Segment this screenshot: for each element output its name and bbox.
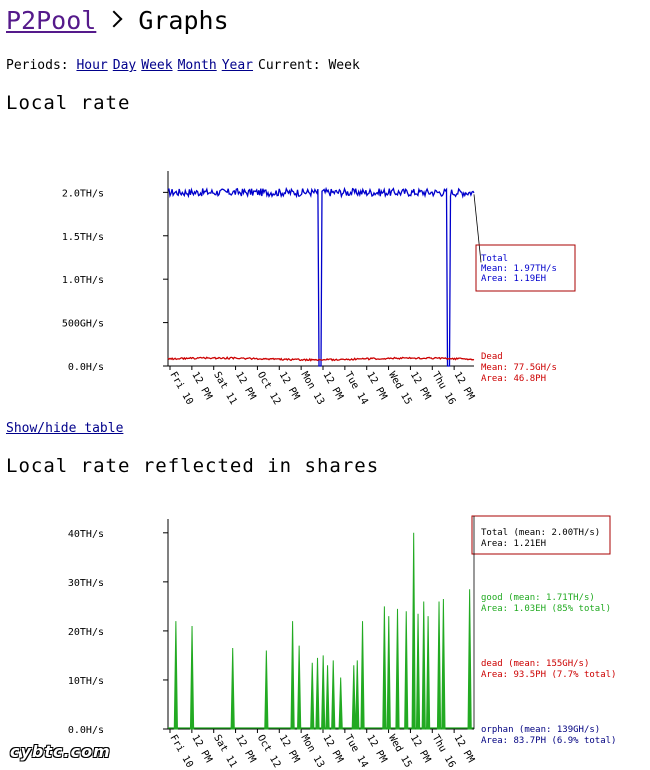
good-share-spike <box>411 532 416 730</box>
total-callout-box <box>475 244 576 292</box>
period-link-week[interactable]: Week <box>141 58 173 73</box>
local-rate-title: Local rate <box>6 92 131 114</box>
period-link-day[interactable]: Day <box>112 58 137 73</box>
good-share-spike <box>230 648 235 730</box>
total-legend-name: Total <box>481 254 508 264</box>
shares-y-tick-label: 10TH/s <box>68 676 104 687</box>
orphan-legend-area: Area: 83.7PH (6.9% total) <box>481 736 616 746</box>
good-share-spike <box>189 625 195 730</box>
current-period-label: Current: <box>258 58 321 73</box>
current-period-value: Week <box>328 58 360 73</box>
p2pool-home-link[interactable]: P2Pool <box>6 6 97 35</box>
shares-y-tick-label: 0.0H/s <box>68 725 104 736</box>
local-rate-y-tick-label: 1.5TH/s <box>62 232 104 243</box>
good-share-spike <box>395 608 400 730</box>
periods-bar: Periods: Hour Day Week Month Year Current: We… <box>6 58 360 73</box>
good-share-spike <box>331 660 336 730</box>
good-share-spike <box>290 621 295 730</box>
good-share-spike <box>338 677 343 730</box>
good-share-spike <box>382 606 387 730</box>
period-link-month[interactable]: Month <box>177 58 217 73</box>
watermark: cybtc.com <box>10 742 111 761</box>
total-leader-line <box>473 194 482 263</box>
show-hide-table-link[interactable]: Show/hide table <box>6 421 124 436</box>
page-title: Graphs <box>138 6 229 35</box>
page-header: P2Pool Graphs <box>6 4 229 38</box>
dead-legend-mean: Mean: 77.5GH/s <box>481 363 557 373</box>
dead-legend-area: Area: 93.5PH (7.7% total) <box>481 670 616 680</box>
good-share-spike <box>325 665 330 730</box>
good-share-spike <box>173 621 178 730</box>
local-rate-y-tick-label: 2.0TH/s <box>62 188 104 199</box>
good-share-spike <box>441 599 446 730</box>
good-share-spike <box>436 601 442 730</box>
good-share-spike <box>386 616 391 730</box>
local-rate-y-tick-label: 500GH/s <box>62 319 104 330</box>
good-share-spike <box>315 657 320 730</box>
good-share-spike <box>421 601 426 730</box>
shares-y-tick-label: 20TH/s <box>68 627 104 638</box>
good-share-spike <box>351 665 356 730</box>
good-legend-mean: good (mean: 1.71TH/s) <box>481 593 595 603</box>
shares-y-tick-label: 40TH/s <box>68 529 104 540</box>
dead-legend-name: Dead <box>481 352 503 362</box>
dead-legend-area: Area: 46.8PH <box>481 374 546 384</box>
good-share-spike <box>264 650 269 730</box>
dead-rate-line <box>167 356 475 362</box>
good-share-spike <box>467 589 472 730</box>
period-link-year[interactable]: Year <box>221 58 254 73</box>
orphan-legend-mean: orphan (mean: 139GH/s) <box>481 725 600 735</box>
dead-legend-mean: dead (mean: 155GH/s) <box>481 659 589 669</box>
good-share-spike <box>415 613 421 730</box>
good-share-spike <box>425 616 431 730</box>
shares-y-tick-label: 30TH/s <box>68 578 104 589</box>
total-rate-line <box>167 186 475 367</box>
good-share-spike <box>355 660 360 730</box>
local-rate-shares-title: Local rate reflected in shares <box>6 455 380 477</box>
chevron-right-icon <box>105 10 123 28</box>
good-share-spike <box>321 655 326 730</box>
local-rate-y-tick-label: 1.0TH/s <box>62 275 104 286</box>
total-legend-area: Area: 1.19EH <box>481 274 546 284</box>
good-share-spike <box>404 611 409 730</box>
period-link-hour[interactable]: Hour <box>76 58 108 73</box>
total-legend-mean: Mean: 1.97TH/s <box>481 264 557 274</box>
good-share-spike <box>360 621 365 730</box>
shares-total-area: Area: 1.21EH <box>481 539 546 549</box>
shares-total-callout-box <box>471 515 611 555</box>
periods-label: Periods: <box>6 58 69 73</box>
local-rate-y-tick-label: 0.0H/s <box>68 362 104 373</box>
good-legend-area: Area: 1.03EH (85% total) <box>481 604 611 614</box>
shares-total-label: Total (mean: 2.00TH/s) <box>481 528 600 538</box>
good-share-spike <box>310 662 315 730</box>
good-share-spike <box>297 645 302 730</box>
